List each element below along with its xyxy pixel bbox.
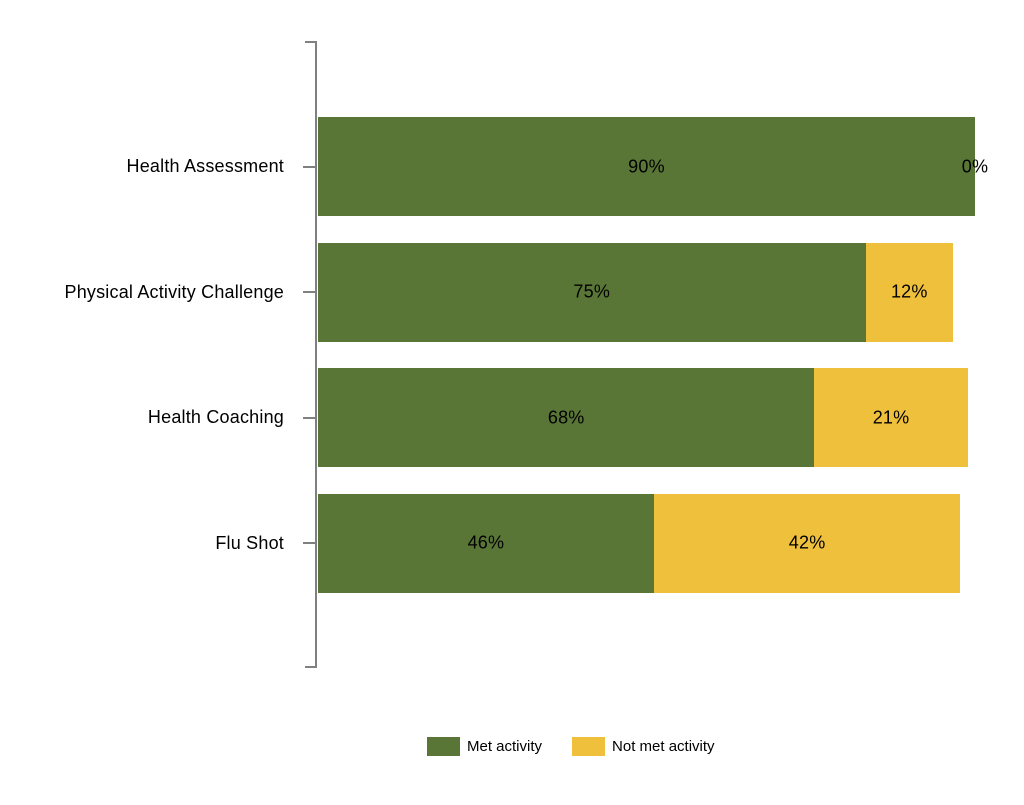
bar-segment-not-met: 21% (814, 368, 968, 467)
legend-label-not-met-activity: Not met activity (612, 738, 715, 755)
legend-item-met-activity: Met activity (427, 737, 542, 756)
value-label: 12% (890, 281, 928, 302)
axis-tick (303, 165, 315, 168)
bar-segment-met: 90% (318, 117, 975, 216)
value-label: 0% (961, 156, 989, 176)
bar-segment-met: 68% (318, 368, 815, 467)
bar-segment-met: 75% (318, 242, 866, 342)
legend: Met activity Not met activity (427, 737, 715, 756)
category-row: Flu Shot 46% 42% (0, 493, 1024, 593)
stacked-bar: 90% 0% (318, 117, 988, 216)
category-row: Health Coaching 68% 21% (0, 368, 1024, 467)
stacked-bar: 46% 42% (318, 493, 961, 593)
category-label: Physical Activity Challenge (64, 281, 284, 302)
bar-segment-met: 46% (318, 493, 654, 593)
stacked-bar: 75% 12% (318, 242, 954, 342)
category-row: Health Assessment 90% 0% (0, 117, 1024, 216)
value-label: 42% (788, 532, 826, 553)
value-label: 90% (628, 156, 665, 176)
value-label: 21% (872, 407, 910, 427)
bar-segment-not-met: 12% (865, 242, 954, 342)
category-label: Flu Shot (215, 532, 284, 553)
not-met-activity-swatch (572, 737, 606, 756)
met-activity-swatch (427, 737, 460, 756)
y-axis-bottom-cap (305, 666, 317, 668)
bar-segment-not-met: 42% (653, 493, 961, 593)
y-axis-top-cap (305, 41, 317, 43)
category-label: Health Assessment (126, 156, 284, 176)
legend-item-not-met-activity: Not met activity (572, 737, 715, 756)
legend-label-met-activity: Met activity (467, 738, 543, 755)
axis-tick (303, 542, 315, 544)
axis-tick (303, 416, 315, 419)
axis-tick (303, 291, 315, 293)
category-row: Physical Activity Challenge 75% 12% (0, 242, 1024, 342)
y-axis-line (315, 41, 317, 668)
stacked-bar: 68% 21% (318, 368, 968, 467)
value-label: 68% (547, 407, 585, 427)
value-label: 46% (467, 532, 505, 553)
category-label: Health Coaching (147, 407, 284, 427)
value-label: 75% (573, 281, 611, 302)
